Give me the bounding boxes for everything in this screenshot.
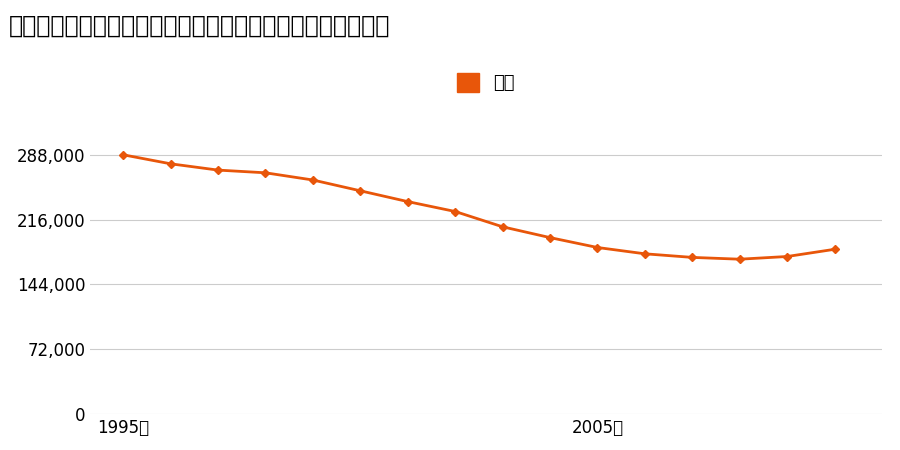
Text: 神奈川県川崎市宮前区水沢３丁目２８９８番１３の地価推移: 神奈川県川崎市宮前区水沢３丁目２８９８番１３の地価推移 <box>9 14 391 37</box>
Legend: 価格: 価格 <box>450 66 522 100</box>
